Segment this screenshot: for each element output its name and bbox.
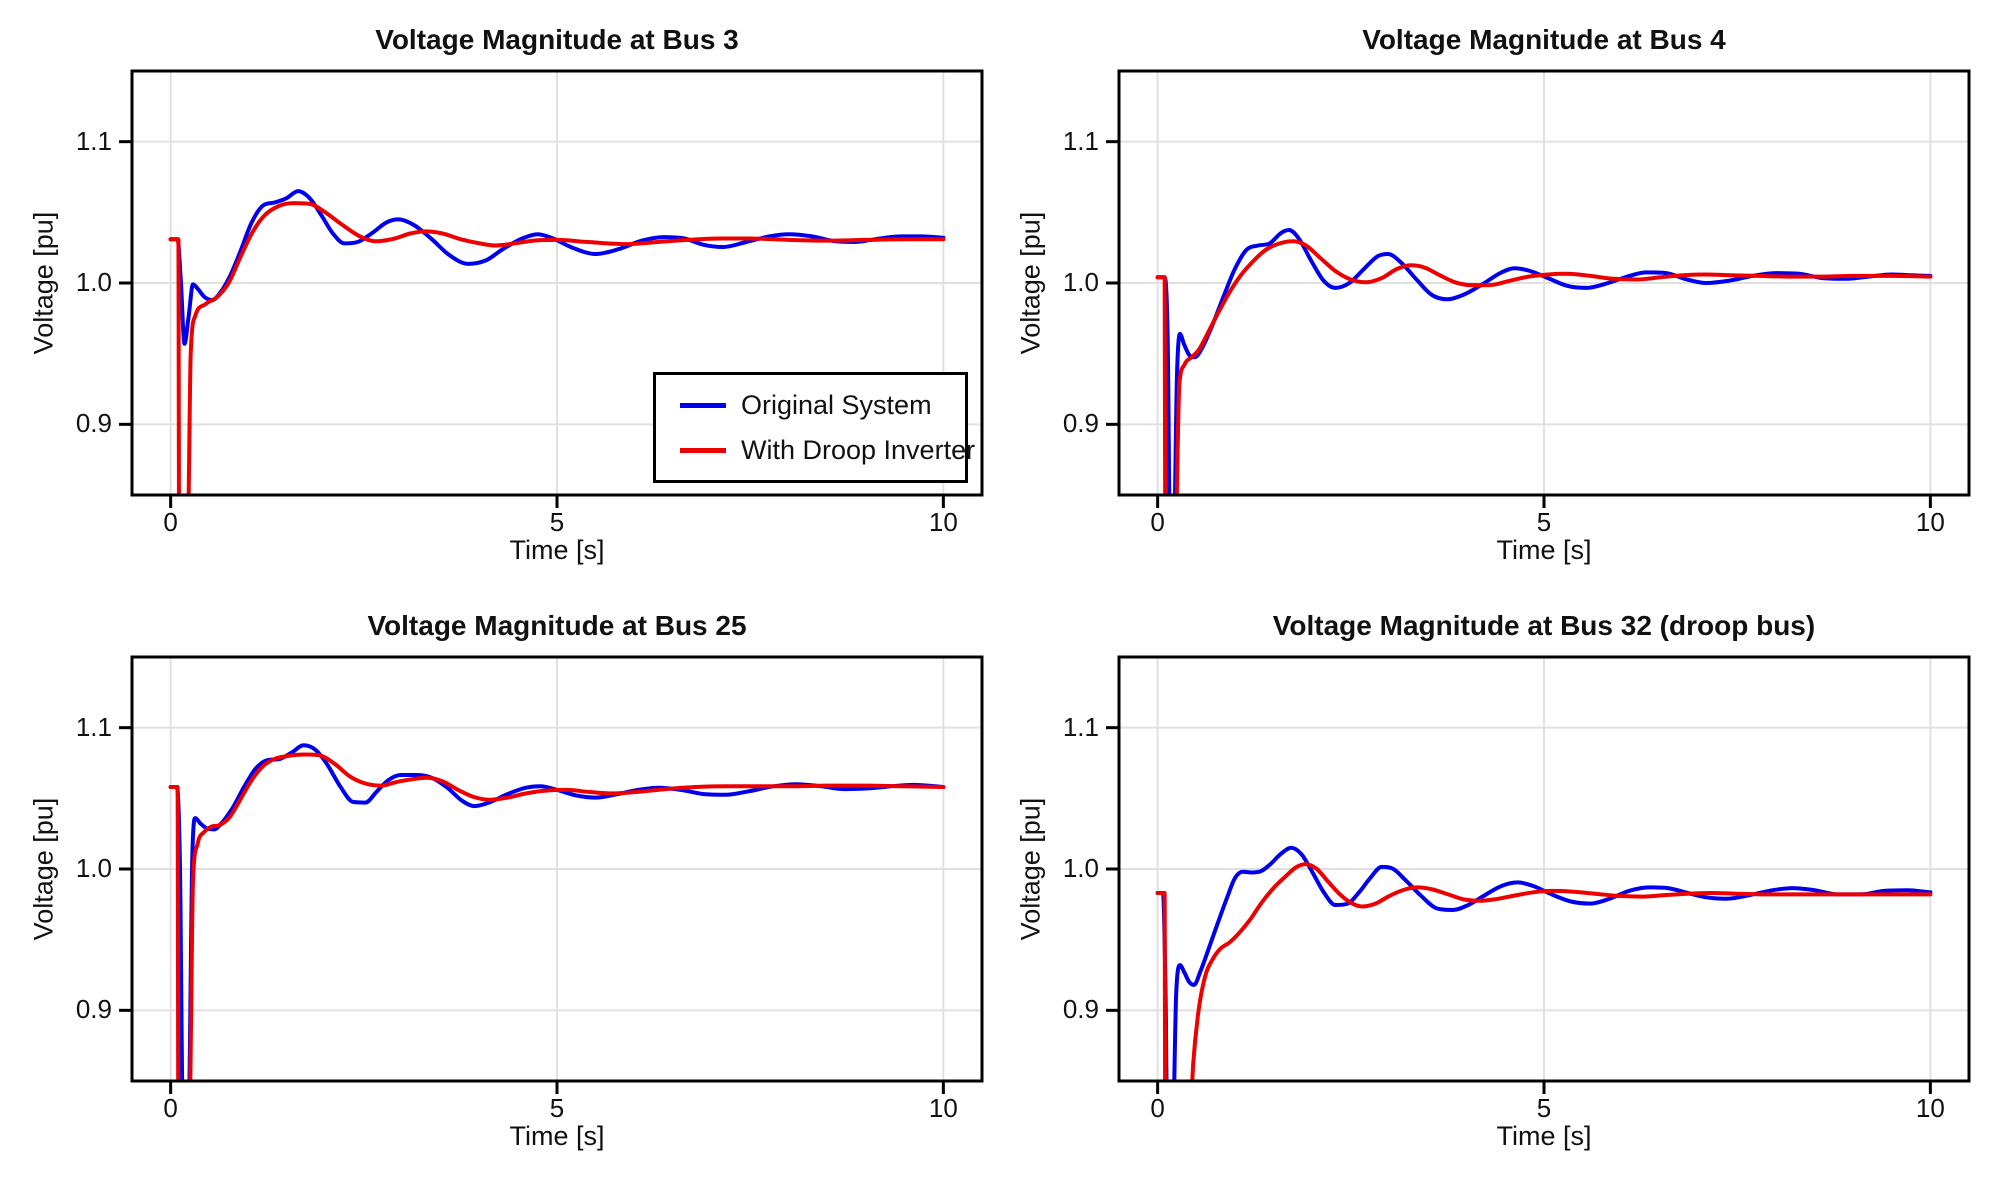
- gridlines: [132, 657, 982, 1081]
- y-tick-label: 1.0: [75, 267, 112, 297]
- x-tick-label: 10: [1915, 1093, 1945, 1123]
- x-tick-label: 5: [549, 507, 565, 537]
- y-tick-label: 0.9: [1062, 408, 1099, 439]
- x-tick-label: 5: [1536, 1093, 1552, 1123]
- gridlines: [1119, 71, 1969, 495]
- plot-area-bus3: [119, 69, 984, 508]
- x-axis-label-bus32: Time [s]: [1496, 1121, 1592, 1151]
- y-tick-label: 1.1: [1062, 711, 1099, 742]
- plot-title-bus4: Voltage Magnitude at Bus 4: [1362, 24, 1726, 55]
- series-line-with-droop-inverter: [168, 201, 946, 495]
- x-tick-label: 10: [1915, 507, 1945, 537]
- x-tick-label: 0: [1150, 1093, 1165, 1123]
- series-line-original-system: [1155, 228, 1933, 495]
- subplot-bus32: Voltage Magnitude at Bus 32 (droop bus) …: [1016, 610, 1971, 1151]
- subplot-bus3: Voltage Magnitude at Bus 3 Voltage [pu] …: [29, 24, 984, 565]
- y-tick-label: 1.1: [1062, 125, 1099, 156]
- y-tick-label: 1.0: [1062, 267, 1099, 297]
- plot-area-bus32: [1106, 655, 1971, 1094]
- y-tick-label: 1.0: [75, 853, 112, 883]
- y-tick-label: 1.0: [1062, 853, 1099, 883]
- tick-marks: [119, 140, 945, 508]
- legend-entry-original-system: Original System: [680, 390, 965, 421]
- series-line-with-droop-inverter: [1155, 862, 1933, 1081]
- y-tick-label: 0.9: [75, 408, 112, 439]
- series-line-with-droop-inverter: [1155, 239, 1933, 495]
- legend-label-with-droop-inverter: With Droop Inverter: [741, 434, 976, 465]
- tick-marks: [119, 726, 945, 1094]
- tick-marks: [1106, 140, 1932, 508]
- legend-entry-with-droop-inverter: With Droop Inverter: [680, 435, 975, 466]
- plot-title-bus32: Voltage Magnitude at Bus 32 (droop bus): [1272, 610, 1816, 641]
- subplot-bus25: Voltage Magnitude at Bus 25 Voltage [pu]…: [29, 610, 984, 1151]
- plot-title-bus25: Voltage Magnitude at Bus 25: [367, 610, 747, 641]
- x-axis-label-bus3: Time [s]: [509, 535, 605, 565]
- x-tick-label: 10: [928, 507, 958, 537]
- legend: Original System With Droop Inverter: [653, 372, 975, 483]
- y-tick-label: 0.9: [75, 994, 112, 1025]
- y-tick-label: 1.1: [75, 711, 112, 742]
- legend-label-original-system: Original System: [741, 389, 932, 420]
- x-tick-label: 0: [163, 507, 178, 537]
- legend-line-swatch-red: [680, 447, 726, 453]
- plot-area-bus4: [1106, 69, 1971, 508]
- tick-marks: [1106, 726, 1932, 1094]
- series-line-original-system: [1155, 845, 1933, 1081]
- y-tick-label: 0.9: [1062, 994, 1099, 1025]
- subplot-bus4: Voltage Magnitude at Bus 4 Voltage [pu] …: [1016, 24, 1971, 565]
- y-tick-label: 1.1: [75, 125, 112, 156]
- x-tick-label: 0: [163, 1093, 178, 1123]
- x-tick-label: 5: [1536, 507, 1552, 537]
- x-axis-label-bus25: Time [s]: [509, 1121, 605, 1151]
- plot-area-bus25: [119, 655, 984, 1094]
- x-tick-label: 5: [549, 1093, 565, 1123]
- x-tick-label: 0: [1150, 507, 1165, 537]
- legend-line-swatch-blue: [680, 402, 726, 408]
- series-line-original-system: [168, 743, 946, 1081]
- gridlines: [1119, 657, 1969, 1081]
- x-axis-label-bus4: Time [s]: [1496, 535, 1592, 565]
- x-tick-label: 10: [928, 1093, 958, 1123]
- series-line-with-droop-inverter: [168, 752, 946, 1081]
- plot-title-bus3: Voltage Magnitude at Bus 3: [375, 24, 739, 55]
